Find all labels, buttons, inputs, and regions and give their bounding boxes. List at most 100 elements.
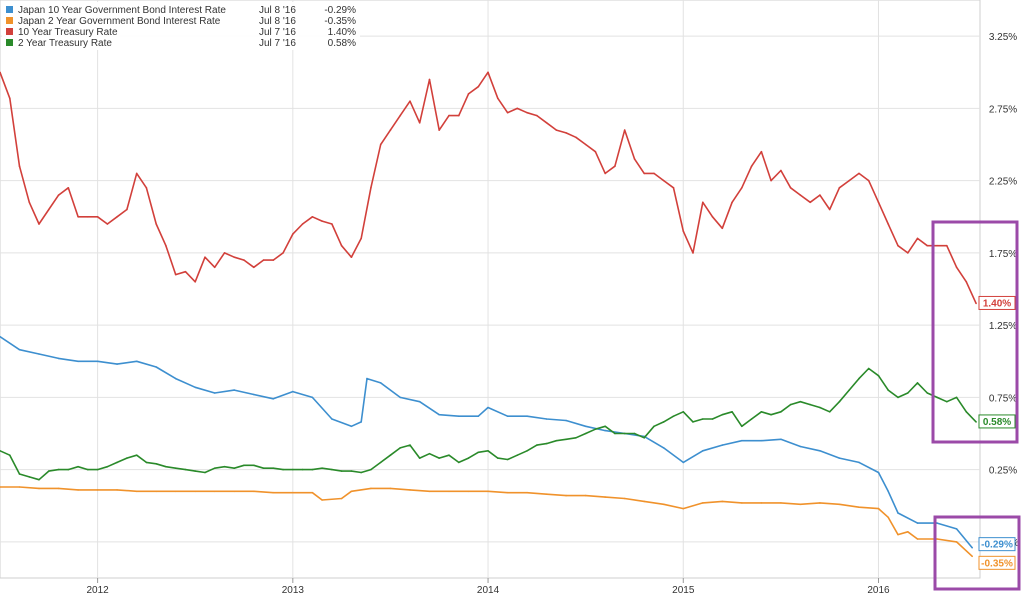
- data-point: [721, 413, 724, 416]
- data-point: [662, 179, 665, 182]
- y-tick-label: 0.25%: [989, 466, 1017, 477]
- data-point: [409, 444, 411, 446]
- data-point: [389, 454, 392, 457]
- data-point: [174, 273, 177, 276]
- data-point: [194, 490, 196, 493]
- data-point: [233, 490, 236, 493]
- data-point: [194, 386, 196, 389]
- data-point: [604, 425, 606, 428]
- data-point: [526, 415, 528, 418]
- data-point: [165, 244, 167, 247]
- data-point: [233, 467, 236, 470]
- data-point: [418, 122, 421, 124]
- data-point: [233, 256, 236, 259]
- data-point: [116, 489, 118, 491]
- y-tick-label: 0.75%: [989, 393, 1017, 404]
- data-point: [106, 223, 109, 225]
- data-point: [126, 208, 128, 211]
- data-point: [633, 158, 636, 160]
- data-point: [96, 216, 99, 218]
- data-point: [116, 363, 118, 365]
- data-point: [623, 129, 626, 131]
- data-point: [623, 432, 626, 435]
- data-point: [702, 201, 704, 204]
- data-point: [584, 494, 587, 497]
- highlight-boxes: [931, 220, 1021, 591]
- data-point: [292, 468, 294, 471]
- data-point: [848, 179, 850, 182]
- plot-background: [0, 0, 981, 579]
- data-point: [0, 486, 1, 488]
- end-labels: -0.29% -0.35% 1.40% 0.58%: [978, 295, 1016, 570]
- data-point: [858, 461, 860, 464]
- data-point: [955, 541, 958, 543]
- data-point: [174, 467, 177, 470]
- data-point: [116, 216, 118, 218]
- data-point: [907, 252, 909, 254]
- x-tick-label: 2015: [672, 585, 695, 596]
- data-point: [633, 432, 636, 435]
- data-point: [971, 555, 973, 558]
- data-point: [789, 403, 792, 406]
- legend: Japan 10 Year Government Bond Interest R…: [2, 2, 360, 50]
- data-point: [321, 499, 323, 501]
- data-point: [575, 437, 577, 439]
- data-point: [87, 216, 89, 218]
- y-axis: 3.25%2.75%2.25%1.75%1.25%0.75%0.25%-0.25…: [987, 32, 1019, 549]
- data-point: [487, 490, 489, 493]
- data-point: [233, 389, 236, 391]
- data-point: [780, 438, 782, 441]
- data-point: [467, 93, 470, 95]
- data-point: [28, 476, 31, 478]
- data-point: [272, 467, 275, 470]
- data-point: [194, 281, 196, 283]
- data-point: [174, 490, 177, 493]
- end-label: -0.35%: [981, 558, 1013, 569]
- data-point: [223, 465, 226, 468]
- legend-series-name: 10 Year Treasury Rate: [18, 27, 118, 38]
- end-label-box: [978, 555, 1016, 570]
- data-point: [565, 438, 567, 441]
- data-point: [477, 415, 480, 418]
- data-point: [897, 396, 899, 399]
- data-point: [819, 450, 821, 452]
- data-point: [301, 223, 304, 225]
- data-point: [311, 216, 314, 218]
- legend-value: 0.58%: [328, 38, 356, 49]
- data-point: [438, 413, 441, 416]
- data-point: [702, 418, 704, 420]
- data-point: [741, 425, 743, 428]
- data-point: [916, 382, 919, 384]
- legend-date: Jul 8 '16: [259, 5, 296, 16]
- data-point: [243, 259, 245, 261]
- data-point: [916, 538, 919, 540]
- data-point: [721, 500, 724, 503]
- data-point: [838, 187, 841, 189]
- data-point: [272, 491, 275, 494]
- data-point: [565, 494, 567, 497]
- data-point: [516, 107, 519, 110]
- data-point: [643, 172, 645, 175]
- data-point: [487, 450, 489, 452]
- data-point: [536, 444, 538, 446]
- legend-value: -0.35%: [324, 16, 356, 27]
- data-point: [9, 97, 11, 100]
- data-point: [0, 335, 1, 338]
- data-point: [155, 223, 157, 225]
- data-point: [253, 464, 255, 467]
- data-point: [809, 403, 811, 406]
- data-point: [789, 187, 792, 189]
- data-point: [946, 244, 948, 247]
- data-point: [760, 439, 763, 442]
- highlight-box-upper: [931, 220, 1019, 444]
- data-point: [399, 114, 402, 117]
- data-point: [780, 411, 782, 413]
- data-point: [672, 415, 675, 418]
- data-point: [809, 201, 811, 204]
- data-point: [155, 490, 157, 493]
- data-point: [9, 454, 11, 457]
- series-line: [0, 336, 973, 549]
- data-point: [741, 502, 743, 504]
- data-point: [584, 143, 587, 146]
- data-point: [584, 425, 587, 428]
